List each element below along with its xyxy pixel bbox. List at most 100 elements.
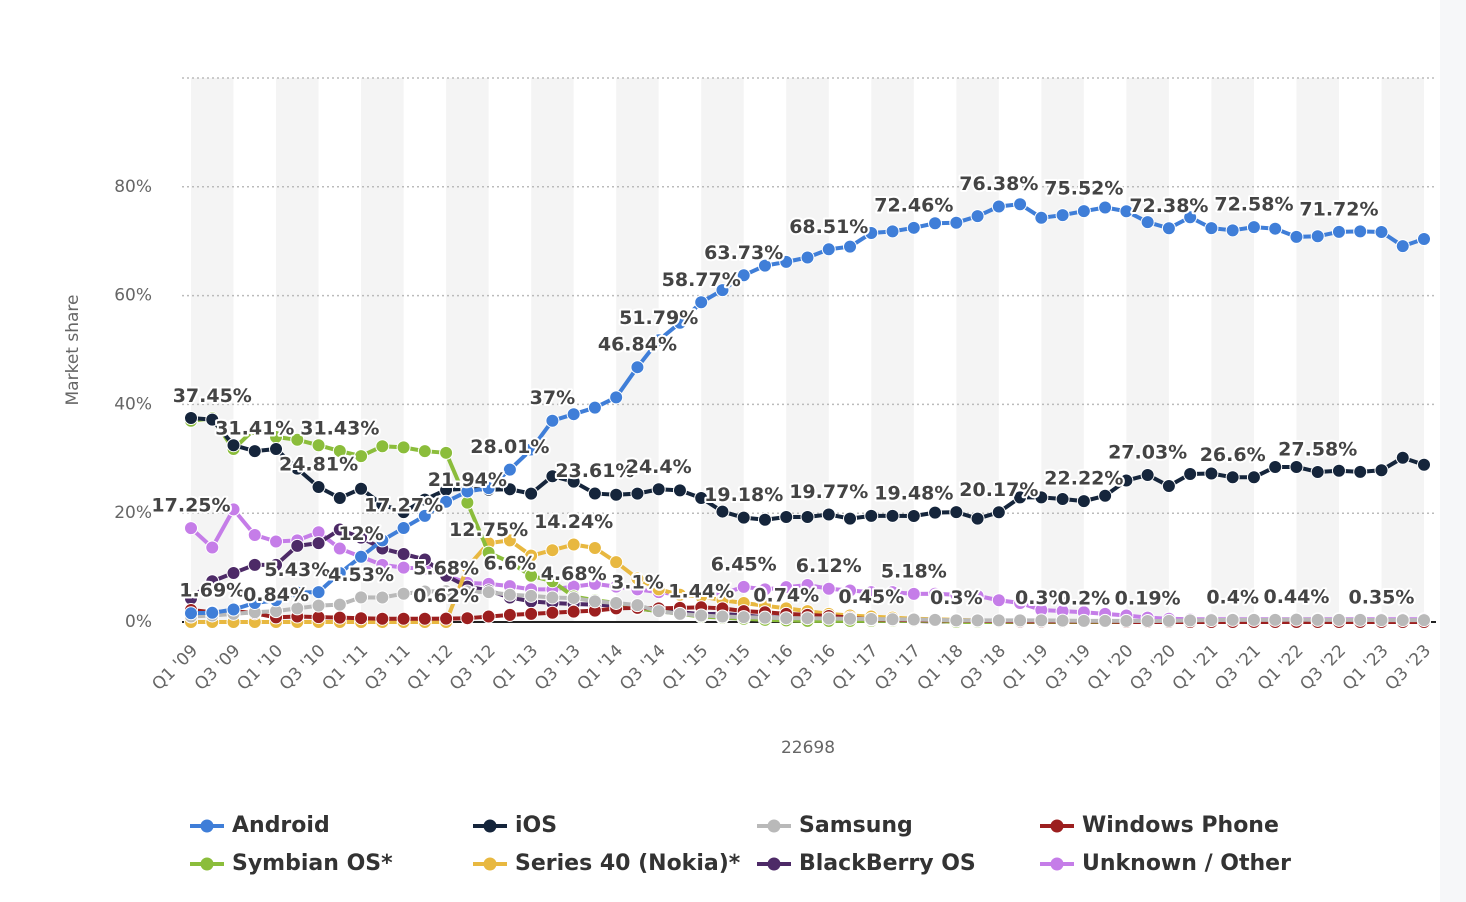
- point: [715, 283, 730, 298]
- point: [1374, 463, 1389, 478]
- point: [651, 604, 666, 619]
- legend-marker: [1050, 819, 1064, 833]
- point: [609, 390, 624, 405]
- point: [864, 585, 879, 600]
- point: [1225, 223, 1240, 238]
- point: [460, 611, 475, 626]
- point: [502, 587, 517, 602]
- point: [630, 571, 645, 586]
- point: [290, 461, 305, 476]
- point: [247, 421, 262, 436]
- y-tick-label: 0%: [125, 612, 152, 632]
- point: [1055, 613, 1070, 628]
- legend-label: BlackBerry OS: [799, 851, 976, 876]
- point: [928, 612, 943, 627]
- legend-marker: [200, 819, 214, 833]
- point: [332, 490, 347, 505]
- point: [928, 586, 943, 601]
- x-tick-label: Q3 '19: [1041, 641, 1095, 695]
- x-tick-label: Q3 '21: [1211, 641, 1265, 695]
- point: [885, 508, 900, 523]
- point: [545, 413, 560, 428]
- point: [864, 612, 879, 627]
- point: [184, 521, 198, 536]
- data-label: 21.94%: [428, 469, 507, 491]
- point: [736, 510, 751, 525]
- point: [1225, 470, 1240, 485]
- point: [417, 611, 432, 626]
- x-tick-label: Q3 '23: [1381, 641, 1435, 695]
- x-tick-label: Q3 '18: [956, 641, 1010, 695]
- point: [821, 507, 836, 522]
- point: [1395, 613, 1410, 628]
- data-label: 0.62%: [413, 585, 479, 607]
- point: [184, 411, 198, 425]
- point: [843, 611, 858, 626]
- point: [396, 547, 411, 561]
- data-label: 20.17%: [959, 479, 1038, 501]
- point: [332, 444, 347, 459]
- band: [1211, 78, 1254, 622]
- x-tick-label: Q1 '20: [1084, 641, 1138, 695]
- point: [1119, 204, 1134, 219]
- x-tick-label: Q1 '18: [914, 641, 968, 695]
- point: [247, 527, 262, 542]
- x-tick-label: Q1 '09: [148, 641, 202, 695]
- point: [1013, 197, 1028, 212]
- point: [864, 226, 879, 241]
- legend-label: Samsung: [799, 813, 913, 838]
- point: [587, 576, 602, 591]
- point: [1183, 210, 1198, 225]
- point: [970, 613, 985, 628]
- data-label: 27.03%: [1108, 441, 1187, 463]
- point: [396, 505, 411, 520]
- point: [1034, 490, 1049, 505]
- point: [354, 590, 369, 605]
- data-label: 19.18%: [704, 484, 783, 506]
- point: [843, 239, 858, 254]
- point: [800, 510, 815, 525]
- point: [630, 486, 645, 501]
- point: [949, 613, 964, 628]
- point: [715, 609, 730, 624]
- point: [757, 258, 772, 273]
- point: [609, 555, 624, 570]
- point: [1055, 492, 1070, 507]
- point: [205, 412, 220, 427]
- x-tick-label: Q1 '11: [318, 641, 372, 695]
- point: [417, 508, 432, 523]
- point: [332, 566, 347, 581]
- point: [906, 612, 921, 627]
- point: [1161, 479, 1176, 493]
- point: [439, 494, 454, 509]
- legend-marker: [200, 857, 214, 871]
- point: [843, 511, 858, 526]
- data-label: 17.25%: [151, 495, 230, 517]
- data-label: 0.2%: [1058, 587, 1111, 609]
- point: [524, 568, 539, 583]
- point: [1417, 613, 1431, 628]
- point: [651, 333, 666, 348]
- point: [311, 536, 326, 551]
- data-label: 0.44%: [1263, 586, 1329, 608]
- point: [502, 533, 517, 548]
- point: [630, 360, 645, 375]
- point: [566, 474, 581, 489]
- point: [843, 583, 858, 598]
- data-label: 58.77%: [662, 269, 741, 291]
- legend-label: Symbian OS*: [232, 851, 393, 876]
- point: [694, 608, 709, 623]
- point: [481, 481, 496, 496]
- point: [439, 611, 454, 626]
- data-label: 68.51%: [789, 216, 868, 238]
- point: [269, 593, 284, 608]
- data-label: 0.84%: [243, 584, 309, 606]
- x-tick-label: Q1 '17: [829, 641, 883, 695]
- point: [502, 555, 517, 570]
- x-tick-label: Q3 '17: [871, 641, 925, 695]
- x-tick-label: Q3 '11: [361, 641, 415, 695]
- point: [970, 209, 985, 224]
- data-label: 19.48%: [874, 483, 953, 505]
- legend-label: iOS: [515, 813, 557, 838]
